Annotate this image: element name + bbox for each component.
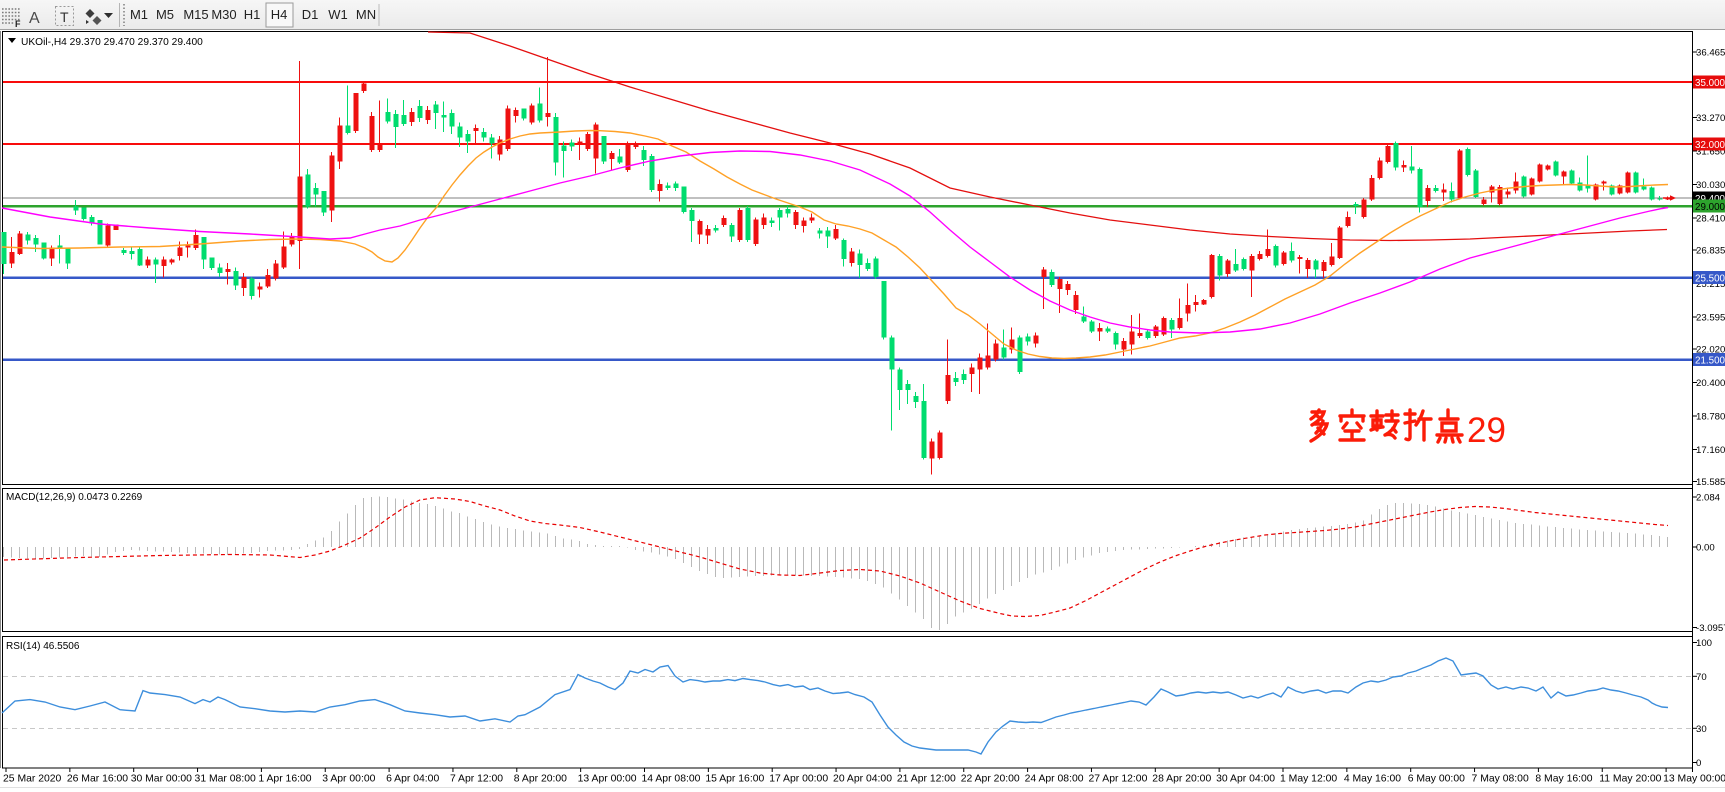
svg-text:6 Apr 04:00: 6 Apr 04:00 (386, 774, 439, 785)
svg-text:3 Apr 00:00: 3 Apr 00:00 (322, 774, 375, 785)
svg-text:1 May 12:00: 1 May 12:00 (1280, 774, 1337, 785)
svg-text:2.084: 2.084 (1696, 493, 1721, 504)
svg-text:26.835: 26.835 (1696, 246, 1725, 257)
svg-text:29.400: 29.400 (1695, 194, 1725, 205)
svg-text:33.270: 33.270 (1696, 113, 1725, 124)
svg-text:25 Mar 2020: 25 Mar 2020 (3, 774, 62, 785)
svg-text:0.00: 0.00 (1696, 543, 1715, 554)
svg-text:28 Apr 20:00: 28 Apr 20:00 (1152, 774, 1211, 785)
svg-text:1 Apr 16:00: 1 Apr 16:00 (258, 774, 311, 785)
svg-text:13 May 00:00: 13 May 00:00 (1663, 774, 1725, 785)
svg-text:-3.0957: -3.0957 (1696, 623, 1725, 634)
svg-text:8 Apr 20:00: 8 Apr 20:00 (514, 774, 567, 785)
svg-text:6 May 00:00: 6 May 00:00 (1408, 774, 1465, 785)
svg-text:7 Apr 12:00: 7 Apr 12:00 (450, 774, 503, 785)
svg-text:30: 30 (1696, 724, 1707, 735)
svg-text:28.410: 28.410 (1696, 214, 1725, 225)
svg-text:32.000: 32.000 (1695, 140, 1725, 151)
svg-text:A: A (29, 10, 40, 27)
svg-text:22.020: 22.020 (1696, 345, 1725, 356)
svg-text:17.160: 17.160 (1696, 445, 1725, 456)
svg-text:31.650: 31.650 (1696, 147, 1725, 158)
svg-text:23.595: 23.595 (1696, 313, 1725, 324)
svg-text:100: 100 (1696, 638, 1712, 649)
svg-text:18.780: 18.780 (1696, 412, 1725, 423)
svg-text:35.000: 35.000 (1695, 78, 1725, 89)
svg-text:UKOil-,H4 29.370 29.470 29.37: UKOil-,H4 29.370 29.470 29.370 29.400 (21, 37, 203, 48)
svg-text:7 May 08:00: 7 May 08:00 (1472, 774, 1529, 785)
svg-text:21 Apr 12:00: 21 Apr 12:00 (897, 774, 956, 785)
svg-text:21.500: 21.500 (1695, 355, 1725, 366)
svg-text:4 May 16:00: 4 May 16:00 (1344, 774, 1401, 785)
svg-text:27 Apr 12:00: 27 Apr 12:00 (1088, 774, 1147, 785)
svg-text:15 Apr 16:00: 15 Apr 16:00 (705, 774, 764, 785)
svg-text:30 Apr 04:00: 30 Apr 04:00 (1216, 774, 1275, 785)
svg-text:29.000: 29.000 (1695, 202, 1725, 213)
svg-text:30 Mar 00:00: 30 Mar 00:00 (131, 774, 192, 785)
svg-text:30.030: 30.030 (1696, 180, 1725, 191)
svg-text:MACD(12,26,9) 0.0473 0.2269: MACD(12,26,9) 0.0473 0.2269 (6, 492, 143, 503)
svg-text:22 Apr 20:00: 22 Apr 20:00 (961, 774, 1020, 785)
svg-text:31 Mar 08:00: 31 Mar 08:00 (195, 774, 256, 785)
svg-text:24 Apr 08:00: 24 Apr 08:00 (1025, 774, 1084, 785)
svg-text:RSI(14) 46.5506: RSI(14) 46.5506 (6, 641, 80, 652)
svg-text:14 Apr 08:00: 14 Apr 08:00 (642, 774, 701, 785)
svg-text:25.500: 25.500 (1695, 273, 1725, 284)
svg-text:20.400: 20.400 (1696, 378, 1725, 389)
svg-text:T: T (60, 9, 69, 25)
svg-text:F: F (15, 19, 21, 29)
svg-text:13 Apr 00:00: 13 Apr 00:00 (578, 774, 637, 785)
svg-text:11 May 20:00: 11 May 20:00 (1599, 774, 1661, 785)
svg-text:70: 70 (1696, 672, 1707, 683)
svg-text:15.585: 15.585 (1696, 477, 1725, 488)
svg-text:0: 0 (1696, 758, 1701, 769)
svg-text:20 Apr 04:00: 20 Apr 04:00 (833, 774, 892, 785)
svg-text:17 Apr 00:00: 17 Apr 00:00 (769, 774, 828, 785)
svg-text:25.215: 25.215 (1696, 279, 1725, 290)
svg-text:26 Mar 16:00: 26 Mar 16:00 (67, 774, 128, 785)
svg-text:29: 29 (1467, 411, 1506, 450)
svg-text:8 May 16:00: 8 May 16:00 (1535, 774, 1592, 785)
svg-text:36.465: 36.465 (1696, 48, 1725, 59)
